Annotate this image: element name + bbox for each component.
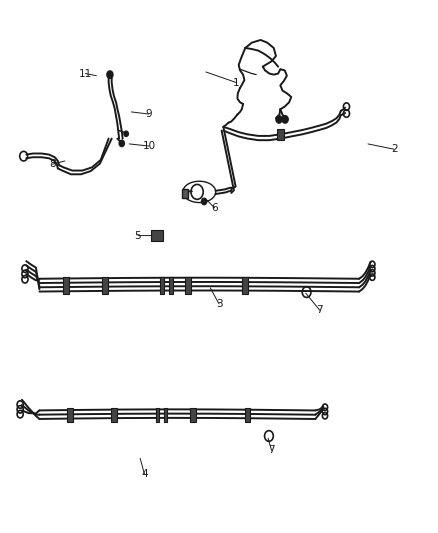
Text: 7: 7 — [268, 446, 275, 455]
Bar — [242, 277, 248, 294]
Bar — [277, 129, 284, 140]
Bar — [160, 277, 164, 294]
Bar — [185, 277, 191, 294]
Text: 5: 5 — [134, 231, 141, 240]
Bar — [190, 408, 195, 422]
Bar — [102, 277, 108, 294]
Text: 9: 9 — [145, 109, 152, 119]
Text: 8: 8 — [49, 159, 56, 169]
Text: 11: 11 — [79, 69, 92, 78]
Bar — [169, 277, 173, 294]
Text: 6: 6 — [211, 203, 218, 213]
Circle shape — [124, 131, 128, 136]
Bar — [67, 408, 73, 422]
Circle shape — [282, 116, 288, 123]
Circle shape — [107, 71, 113, 78]
Bar — [164, 408, 167, 422]
Text: 10: 10 — [142, 141, 155, 151]
Text: 1: 1 — [233, 78, 240, 87]
Text: 3: 3 — [215, 299, 223, 309]
Bar — [244, 408, 251, 422]
Circle shape — [201, 198, 207, 205]
Bar — [151, 230, 163, 241]
Circle shape — [119, 140, 124, 147]
Text: 2: 2 — [391, 144, 398, 154]
Text: 7: 7 — [316, 305, 323, 315]
Bar — [156, 408, 159, 422]
Circle shape — [276, 116, 282, 123]
Bar — [63, 277, 69, 294]
Bar — [111, 408, 117, 422]
Bar — [182, 189, 188, 198]
Text: 4: 4 — [141, 470, 148, 479]
